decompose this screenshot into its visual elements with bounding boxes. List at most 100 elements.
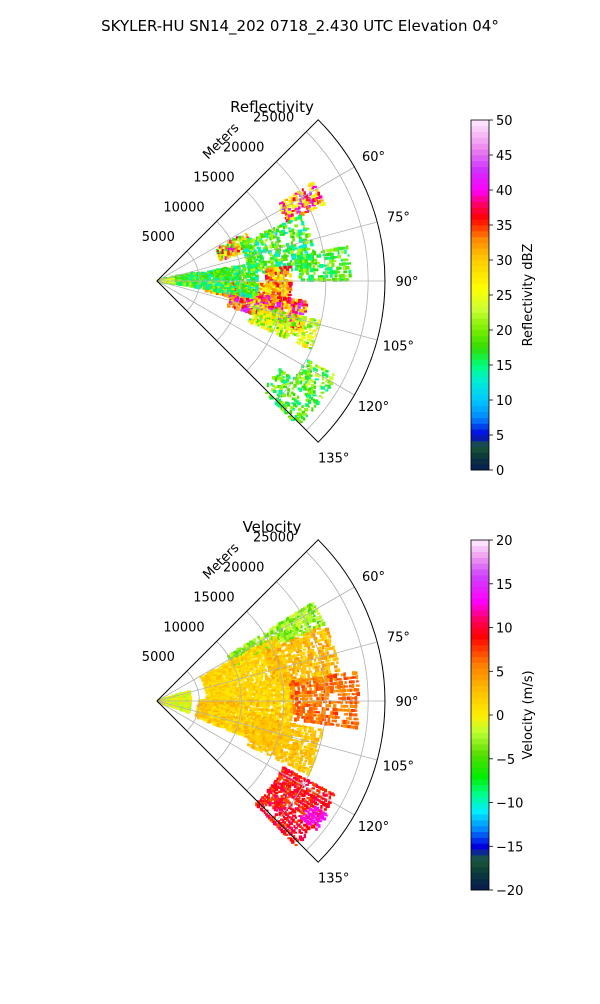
colorbar-segment [471,161,489,167]
radar-gate [268,678,271,680]
radar-gate [343,271,347,274]
radar-gate [303,649,306,651]
colorbar-tick-label: 50 [496,114,513,129]
radar-gate [293,393,295,396]
radar-gate [310,663,313,667]
radar-gate [312,602,315,605]
radar-gate [311,727,314,730]
radar-gate [286,333,290,337]
range-tick-label: 5000 [142,230,175,245]
radar-gate [354,688,358,692]
radar-gate [330,275,333,278]
radar-gate [333,704,337,708]
colorbar-label: Reflectivity dBZ [521,244,536,347]
radar-gate [321,619,323,622]
radar-gate [314,259,317,261]
radar-cell-region [248,305,321,350]
radar-gate [339,678,342,680]
radar-gate [208,720,212,723]
radar-gate [251,679,254,682]
radar-gate [348,262,351,264]
radar-gate [250,320,254,324]
radar-gate [285,683,287,686]
radar-gate [308,406,310,408]
radar-gate [312,380,315,383]
radar-gate [338,697,340,699]
radar-gate [263,669,267,671]
radar-gate [332,646,335,650]
radar-gate [312,255,314,259]
range-tick-label: 10000 [163,200,204,215]
radar-gate [318,643,322,645]
radar-gate [255,242,259,246]
colorbar-segment [471,178,489,184]
radar-gate [306,415,308,417]
radar-gate [250,301,254,304]
radar-gate [332,724,335,726]
radar-gate [349,717,352,720]
radar-gate [331,260,333,263]
colorbar-tick-label: 20 [496,324,513,339]
radar-gate [311,642,313,645]
radar-gate [334,665,338,668]
radar-gate [355,722,359,726]
radar-gate [322,202,326,206]
radar-gate [285,330,288,333]
radar-gate [230,277,232,281]
velocity-panel: Velocity 60°75°90°105°120°135°5000100001… [142,518,536,899]
radar-gate [355,672,357,675]
radar-gate [322,622,326,626]
radar-gate [298,654,300,656]
radar-gate [325,628,329,632]
radar-gate [346,721,350,725]
colorbar-segment [471,208,489,214]
radar-gate [314,708,318,710]
radar-gate [319,704,322,707]
radar-gate [327,263,329,268]
radar-gate [314,659,316,662]
radar-gate [256,321,259,323]
radar-gate [309,695,313,697]
radar-gate [222,726,224,729]
radar-gate [344,275,347,277]
radar-gate [309,685,311,688]
radar-gate [321,691,324,693]
radar-gate [288,309,290,313]
radar-gate [304,628,306,630]
radar-gate [297,670,299,673]
colorbar-segment [471,447,489,453]
radar-gate [279,264,281,267]
radar-gate [313,615,315,617]
radar-gate [297,396,300,400]
radar-gate [237,252,241,255]
radar-gate [353,726,355,730]
radar-gate [303,232,305,235]
radar-gate [302,340,305,343]
radar-gate [292,408,295,411]
radar-gate [306,272,309,275]
radar-gate [290,705,293,708]
radar-gate [314,381,316,384]
radar-gate [316,369,318,372]
radar-gate [305,331,308,333]
radar-gate [319,395,321,397]
radar-gate [335,716,337,719]
radar-gate [306,248,311,250]
colorbar-segment [471,371,489,377]
radar-gate [267,383,269,388]
radar-gate [300,646,303,650]
colorbar-segment [471,318,489,324]
radar-gate [291,256,294,260]
radar-gate [290,250,294,254]
radar-gate [285,711,287,714]
radar-gate [284,716,288,719]
radar-gate [234,244,237,247]
radar-gate [293,384,296,388]
radar-gate [330,253,334,256]
radar-gate [349,270,352,274]
radar-gate [319,615,322,619]
colorbar-tick-label: 5 [496,429,504,444]
radar-gate [265,271,268,273]
radar-gate [285,383,289,385]
radar-gate [316,254,318,257]
